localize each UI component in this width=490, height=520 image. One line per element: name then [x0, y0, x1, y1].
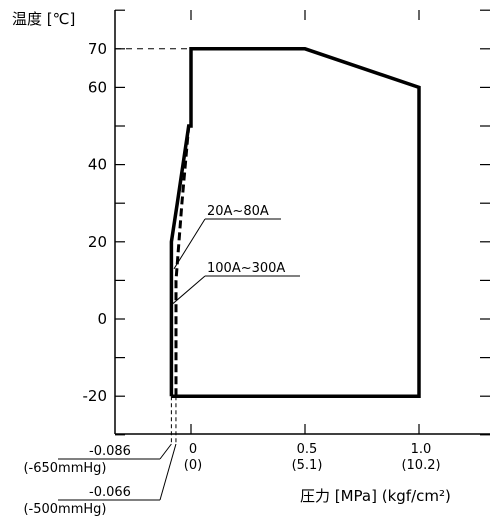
- series-line-2: [174, 125, 191, 397]
- vacuum-marks: -0.086 (-650mmHg) -0.066 (-500mmHg): [23, 396, 177, 517]
- x-tick-label: 0: [189, 442, 197, 457]
- y-tick-label: 70: [88, 40, 107, 58]
- y-tick-label: 60: [88, 78, 107, 96]
- y-tick-label: 40: [88, 156, 107, 174]
- series-annotations: 20A~80A 100A~300A: [172, 204, 300, 304]
- annotation-leader: [172, 275, 206, 304]
- x-axis-title: 圧力 [MPa] (kgf/cm²): [300, 487, 451, 505]
- annotation-label: 100A~300A: [207, 261, 285, 276]
- series-line-1: [169, 47, 421, 398]
- y-tick-label: 0: [97, 310, 107, 328]
- x-axis-ticks: 0(0) 0.5(5.1) 1.0(10.2): [184, 10, 441, 473]
- x-tick-paren-label: (0): [184, 458, 202, 473]
- vacuum-value-label: -0.086: [89, 444, 131, 459]
- x-tick-label: 0.5: [297, 442, 318, 457]
- vacuum-paren-label: (-650mmHg): [23, 461, 106, 476]
- y-axis-ticks: -20 0 20 40 60 70: [83, 9, 490, 436]
- annotation-label: 20A~80A: [207, 204, 269, 219]
- series-lines: [169, 47, 421, 398]
- vacuum-leader: [159, 443, 177, 501]
- y-tick-label: -20: [83, 387, 108, 405]
- annotation-leader: [173, 218, 206, 270]
- x-tick-label: 1.0: [411, 442, 432, 457]
- vacuum-leader: [159, 443, 172, 460]
- y-tick-label: 20: [88, 233, 107, 251]
- vacuum-value-label: -0.066: [89, 485, 131, 500]
- vacuum-paren-label: (-500mmHg): [23, 502, 106, 517]
- x-tick-paren-label: (10.2): [401, 458, 440, 473]
- x-tick-paren-label: (5.1): [292, 458, 323, 473]
- y-axis-title: 温度 [℃]: [12, 10, 75, 28]
